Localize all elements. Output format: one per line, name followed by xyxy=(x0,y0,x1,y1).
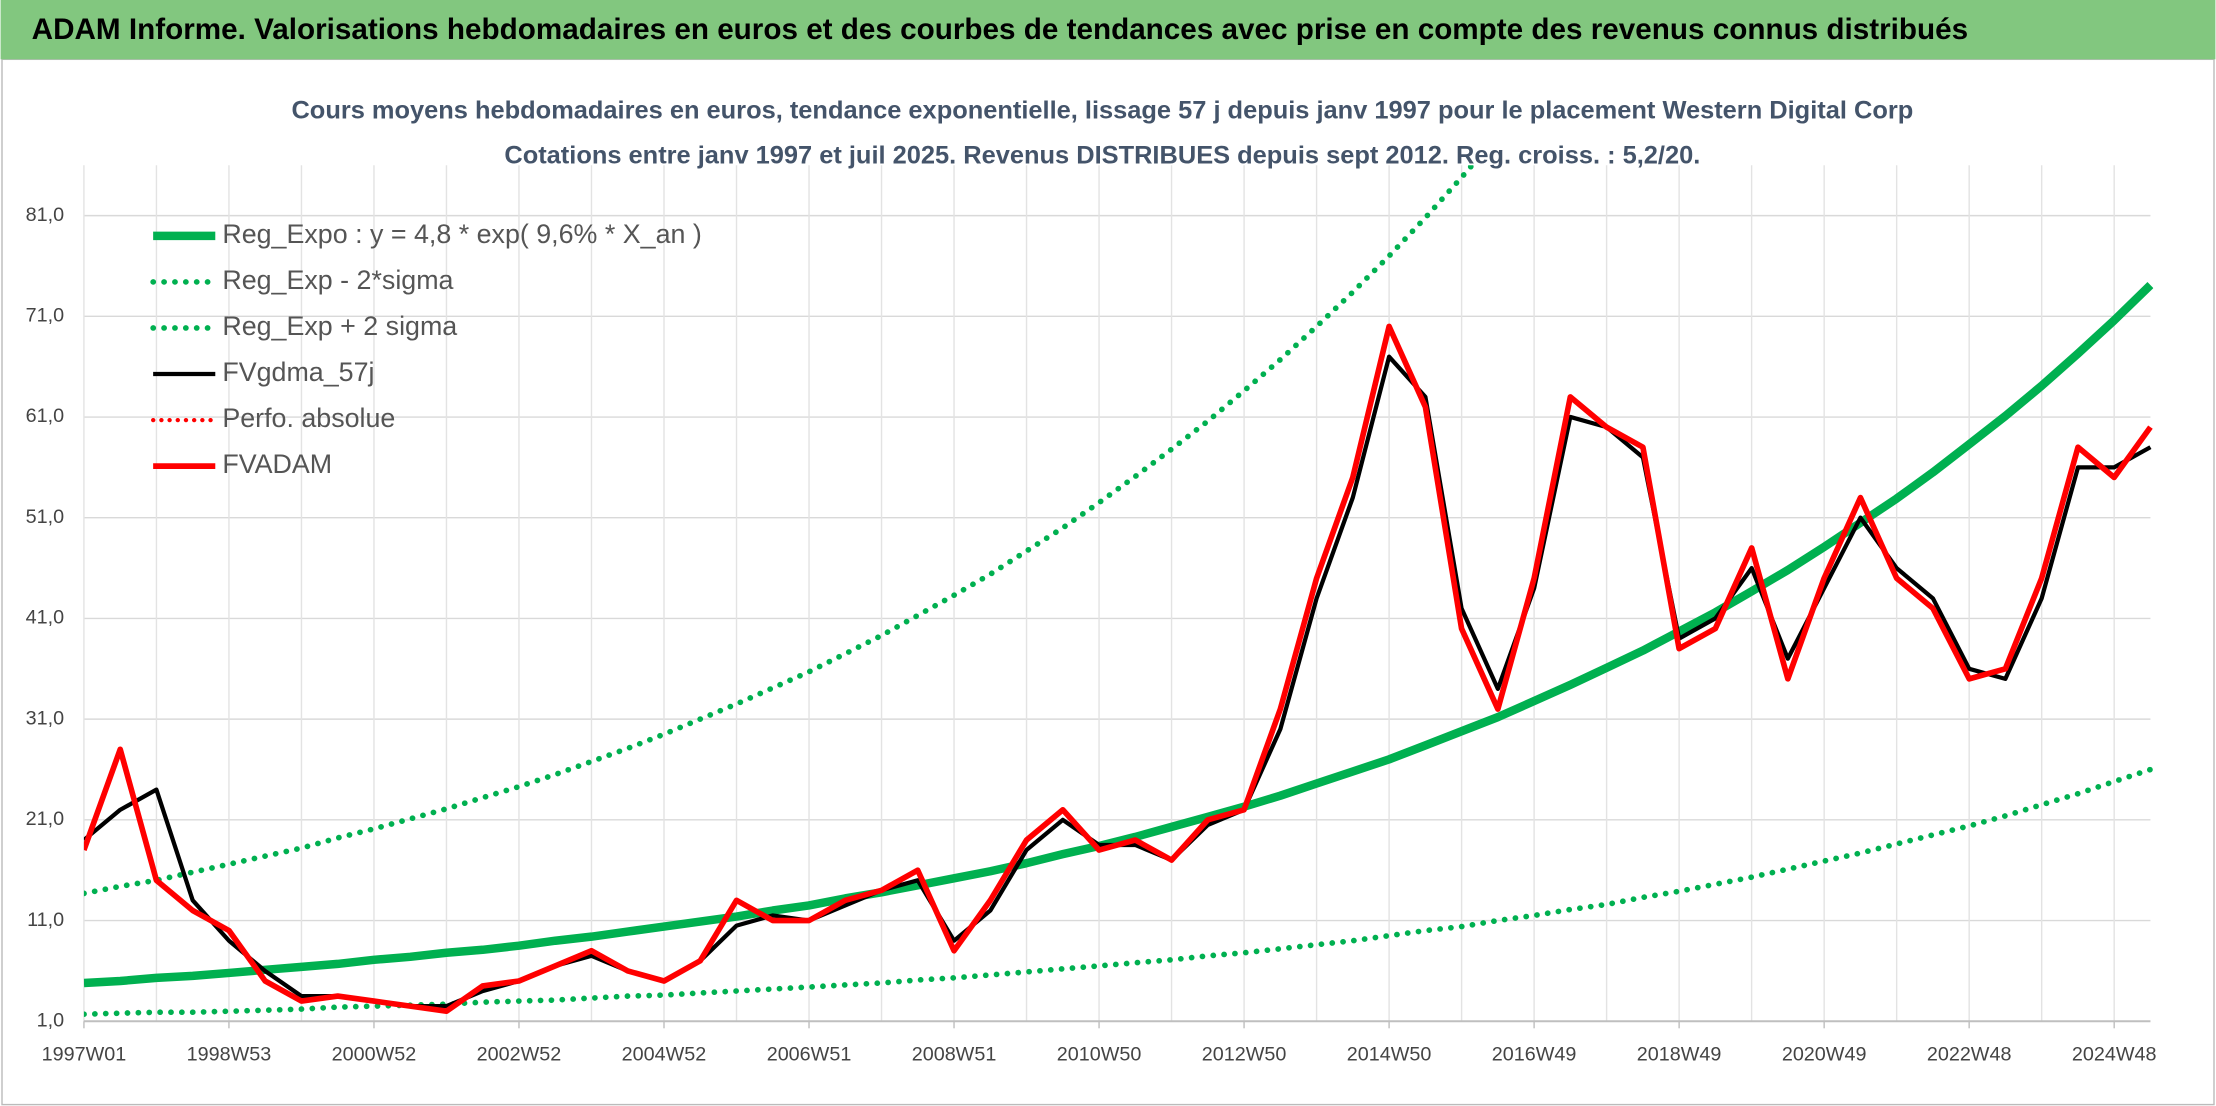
series-line xyxy=(83,766,2154,1018)
x-tick-label: 2022W48 xyxy=(1927,1043,2012,1065)
series-line xyxy=(83,165,1476,897)
grid xyxy=(83,165,2151,1022)
y-tick-label: 31,0 xyxy=(26,707,64,729)
y-tick-label: 51,0 xyxy=(26,506,64,528)
header-band xyxy=(0,0,2216,60)
axes: 1,0 11,0 21,0 31,0 41,0 51,0 61,0 71,0 81,0 1997W… xyxy=(26,204,2157,1066)
legend-label: Reg_Exp + 2 sigma xyxy=(222,311,457,341)
x-tick-label: 1997W01 xyxy=(42,1043,127,1065)
chart-title: ADAM Informe. Valorisations hebdomadaire… xyxy=(32,13,1969,46)
x-tick-label: 2020W49 xyxy=(1782,1043,1867,1065)
chart-subtitle: Cours moyens hebdomadaires en euros, ten… xyxy=(291,96,1913,124)
y-tick-label: 1,0 xyxy=(37,1009,64,1031)
y-tick-label: 41,0 xyxy=(26,607,64,629)
x-tick-label: 1998W53 xyxy=(187,1043,272,1065)
y-tick-label: 11,0 xyxy=(27,909,64,931)
series-line xyxy=(83,282,2154,988)
y-tick-label: 21,0 xyxy=(26,808,64,830)
legend-label: FVADAM xyxy=(222,449,332,479)
x-tick-label: 2002W52 xyxy=(477,1043,562,1065)
x-tick-label: 2018W49 xyxy=(1637,1043,1722,1065)
legend-label: FVgdma_57j xyxy=(222,357,374,387)
legend-label: Perfo. absolue xyxy=(222,403,395,433)
y-tick-label: 81,0 xyxy=(26,204,64,226)
x-tick-label: 2010W50 xyxy=(1057,1043,1142,1065)
x-tick-label: 2024W48 xyxy=(2072,1043,2157,1065)
x-tick-label: 2016W49 xyxy=(1492,1043,1577,1065)
chart-subtitle: Cotations entre janv 1997 et juil 2025. … xyxy=(504,142,1700,170)
legend: Reg_Expo : y = 4,8 * exp( 9,6% * X_an ) R… xyxy=(150,219,702,479)
x-tick-label: 2006W51 xyxy=(767,1043,852,1065)
x-tick-label: 2012W50 xyxy=(1202,1043,1287,1065)
x-tick-label: 2000W52 xyxy=(332,1043,417,1065)
y-tick-label: 61,0 xyxy=(26,405,64,427)
x-tick-label: 2014W50 xyxy=(1347,1043,1432,1065)
y-tick-label: 71,0 xyxy=(26,305,64,327)
legend-label: Reg_Expo : y = 4,8 * exp( 9,6% * X_an ) xyxy=(222,219,701,249)
series-line xyxy=(83,323,2153,1015)
legend-label: Reg_Exp - 2*sigma xyxy=(222,265,453,295)
plot-area xyxy=(83,165,2154,1018)
x-tick-label: 2004W52 xyxy=(622,1043,707,1065)
x-tick-label: 2008W51 xyxy=(912,1043,997,1065)
